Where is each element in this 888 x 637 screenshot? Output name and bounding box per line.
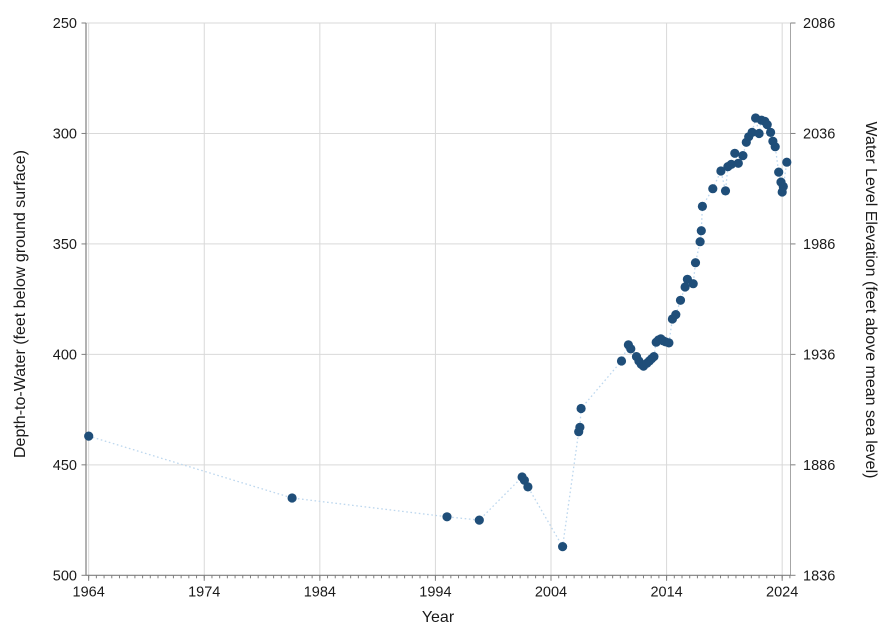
data-point [774,167,784,177]
data-point [690,258,701,268]
x-axis-tick-label: 1974 [188,584,220,600]
x-axis-tick-label: 2014 [650,584,682,600]
right-axis-tick-label: 1986 [803,237,835,253]
left-axis-tick-label: 300 [53,126,77,142]
data-point [697,201,708,211]
data-point [576,403,586,414]
data-point [287,493,297,503]
data-point [664,338,674,348]
left-axis-tick-labels: 250 300 350 400 450 500 [53,16,77,584]
data-point [616,356,627,366]
data-connector-line [88,117,788,549]
left-axis-tick-label: 250 [53,16,77,32]
data-point [762,120,772,130]
left-axis-tick-label: 400 [53,347,77,363]
vertical-gridlines [88,23,791,576]
data-point [523,482,533,492]
left-axis-tick-label: 450 [53,458,77,474]
x-axis-tick-label: 2004 [535,584,567,600]
right-axis-tick-label: 1936 [803,347,835,363]
right-y-axis-title: Water Level Elevation (feet above mean s… [862,122,879,479]
x-axis-tick-label: 1984 [304,584,336,600]
left-y-axis-title: Depth-to-Water (feet below ground surfac… [12,150,29,458]
left-axis-tick-label: 350 [53,237,77,253]
data-point [738,151,748,161]
axis-lines [85,23,791,576]
data-point [782,157,792,167]
horizontal-gridlines [86,22,791,466]
data-point [84,431,94,441]
data-point [747,127,757,137]
data-point [474,515,484,525]
right-axis-tick-label: 1836 [803,568,835,584]
data-point [695,237,705,247]
data-point [708,184,718,194]
right-axis-tick-label: 2036 [803,126,835,142]
data-point [770,142,780,152]
data-point [675,295,686,305]
x-axis-tick-label: 2024 [766,584,798,600]
data-point [716,166,726,176]
data-point [720,186,731,196]
left-axis-tick-label: 500 [53,568,77,584]
data-point [730,148,740,158]
data-point [575,422,585,432]
data-point [733,158,743,168]
data-point [626,344,636,354]
right-axis-tick-label: 2086 [803,16,835,32]
data-point [766,127,776,137]
right-axis-tick-label: 1886 [803,458,835,474]
data-point [688,279,698,289]
x-axis-tick-label: 1994 [419,584,451,600]
x-axis-title: Year [422,609,455,626]
data-points [84,113,792,552]
right-axis-tick-labels: 2086 2036 1986 1936 1886 1836 [803,16,835,584]
data-point [778,181,788,192]
data-point [726,159,736,169]
data-point [558,542,568,552]
data-point [680,282,690,292]
data-point [649,352,659,362]
x-axis-tick-labels: 1964 1974 1984 1994 2004 2014 2024 [73,584,799,600]
x-axis-tick-label: 1964 [73,584,105,600]
data-point [696,226,706,236]
data-point [442,512,452,522]
axis-tick-marks [81,22,796,581]
data-point [671,310,681,320]
data-point [754,128,764,139]
